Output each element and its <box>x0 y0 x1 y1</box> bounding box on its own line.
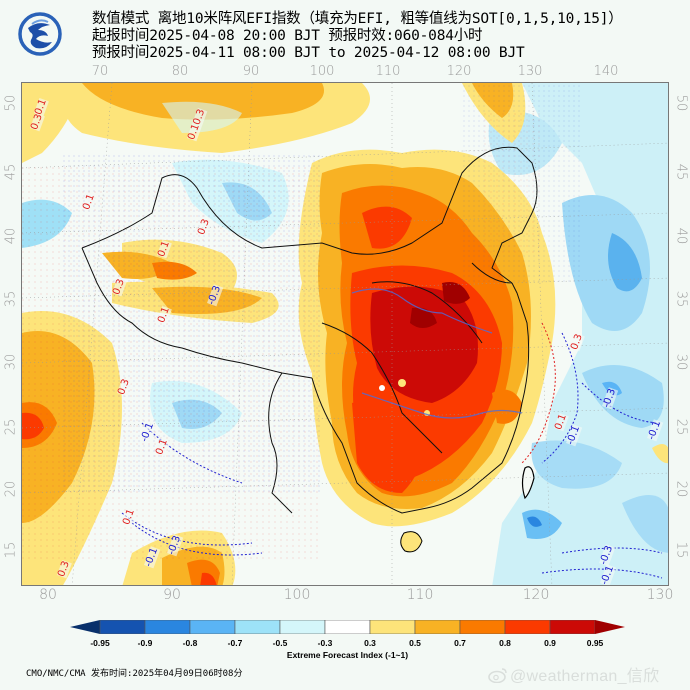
colorbar-segment <box>459 620 506 634</box>
lat-label: 15 <box>3 541 19 559</box>
lon-label: 90 <box>242 64 260 79</box>
lon-label: 80 <box>39 587 57 603</box>
lon-label: 110 <box>406 587 434 603</box>
lon-label: 90 <box>163 587 181 603</box>
chart-title: 数值模式 离地10米阵风EFI指数（填充为EFI, 粗等值线为SOT[0,1,5… <box>92 11 623 62</box>
colorbar-segment <box>324 620 371 634</box>
lon-label: 100 <box>309 64 335 79</box>
colorbar-segment <box>189 620 236 634</box>
colorbar-segment <box>234 620 281 634</box>
title-line-1: 数值模式 离地10米阵风EFI指数（填充为EFI, 粗等值线为SOT[0,1,5… <box>92 11 623 27</box>
lon-label: 120 <box>446 64 472 79</box>
legend-tick-label: -0.7 <box>227 638 243 648</box>
lat-label: 25 <box>3 418 19 436</box>
colorbar-arrow-high <box>595 620 625 634</box>
colorbar-segment <box>279 620 326 634</box>
legend-tick-label: 0.9 <box>544 638 556 648</box>
legend-tick-label: 0.8 <box>499 638 511 648</box>
lat-label: 40 <box>673 227 689 245</box>
lat-label: 35 <box>3 290 19 308</box>
legend-tick-label: -0.9 <box>137 638 153 648</box>
lat-label: 20 <box>3 480 19 498</box>
legend-tick-label: 0.5 <box>409 638 421 648</box>
issue-info: CMO/NMC/CMA 发布时间:2025年04月09日06时08分 <box>26 669 243 679</box>
header: 数值模式 离地10米阵风EFI指数（填充为EFI, 粗等值线为SOT[0,1,5… <box>0 0 690 66</box>
legend-tick-label: 0.7 <box>454 638 466 648</box>
legend-tick-label: -0.5 <box>272 638 288 648</box>
lon-label: 100 <box>283 587 311 603</box>
colorbar-segment <box>414 620 461 634</box>
lon-label: 130 <box>517 64 543 79</box>
lat-label: 20 <box>673 480 689 498</box>
lat-label: 45 <box>3 163 19 181</box>
colorbar-arrow-low <box>70 620 100 634</box>
efi-map: 0.1 0.3 0.10.3 0.1 0.3 0.1 0.3 -0.3 0.1 -0.1 0.1 0.… <box>21 82 669 586</box>
lat-label: 25 <box>673 418 689 436</box>
lon-label: 70 <box>91 64 109 79</box>
colorbar <box>70 620 625 634</box>
boundaries <box>81 146 538 514</box>
lon-label: 110 <box>375 64 401 79</box>
colorbar-segment <box>99 620 146 634</box>
colorbar-segment <box>549 620 596 634</box>
lon-label: 140 <box>593 64 619 79</box>
legend-tick-label: -0.95 <box>90 638 110 648</box>
watermark-text: @weatherman_信欣 <box>510 668 660 685</box>
lon-label: 130 <box>646 587 674 603</box>
colorbar-segment <box>504 620 551 634</box>
efi-colorbar-legend: -0.95 -0.9 -0.8 -0.7 -0.5 -0.3 0.3 0.5 0.7 0.8 0.9… <box>70 620 625 665</box>
lat-label: 15 <box>673 541 689 559</box>
lat-label: 50 <box>673 94 689 112</box>
cma-logo-icon <box>18 12 62 56</box>
legend-title: Extreme Forecast Index (-1~1) <box>286 650 409 660</box>
title-line-2: 起报时间2025-04-08 20:00 BJT 预报时效:060-084小时 <box>92 28 483 44</box>
lon-label: 80 <box>171 64 189 79</box>
legend-tick-label: 0.3 <box>364 638 376 648</box>
weibo-icon <box>488 668 507 683</box>
lat-label: 40 <box>3 227 19 245</box>
lat-label: 50 <box>3 94 19 112</box>
weibo-watermark: @weatherman_信欣 <box>488 662 659 686</box>
lat-label: 35 <box>673 290 689 308</box>
lat-label: 45 <box>673 163 689 181</box>
efi-fill-layer <box>22 83 668 585</box>
lat-label: 30 <box>3 353 19 371</box>
lat-label: 30 <box>673 353 689 371</box>
lon-label: 120 <box>522 587 550 603</box>
title-line-3: 预报时间2025-04-11 08:00 BJT to 2025-04-12 0… <box>92 45 525 61</box>
legend-tick-label: -0.3 <box>317 638 333 648</box>
legend-tick-label: -0.8 <box>182 638 198 648</box>
graticule <box>22 83 668 585</box>
colorbar-segment <box>144 620 191 634</box>
legend-tick-label: 0.95 <box>586 638 604 648</box>
colorbar-segment <box>369 620 416 634</box>
